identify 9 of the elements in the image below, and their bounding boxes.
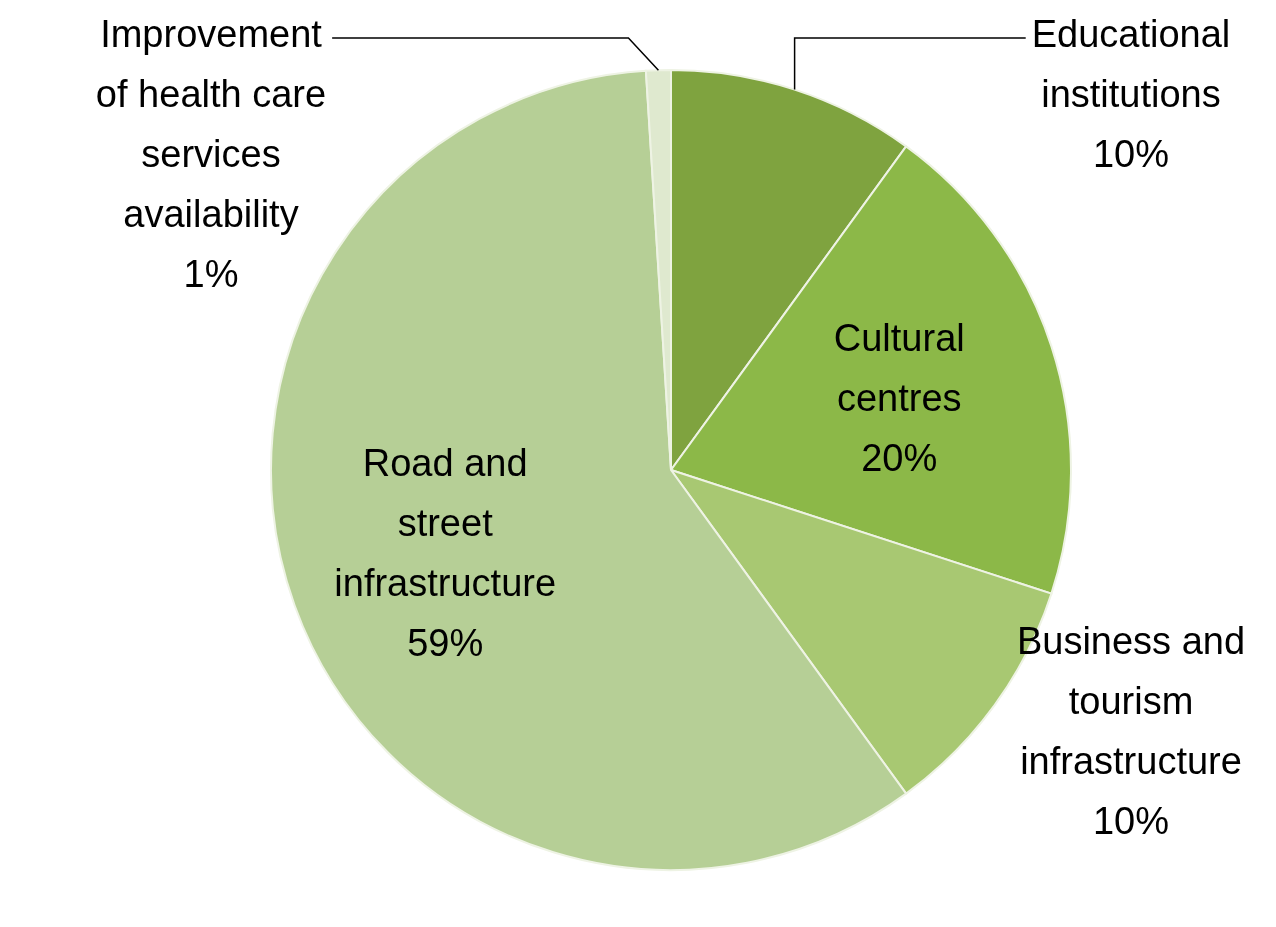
data-label: 59% — [407, 622, 484, 665]
data-label: 10% — [1092, 799, 1170, 842]
data-label: 1% — [183, 253, 239, 295]
slice-label: Road and street infrastructure — [334, 442, 557, 605]
slice-label: Improvement of health care services availability — [95, 13, 327, 235]
data-label: 10% — [1092, 133, 1170, 175]
slice-label: Educational institutions — [1031, 13, 1231, 115]
slice-label: Cultural centres — [833, 316, 965, 419]
data-label: 20% — [861, 436, 938, 479]
